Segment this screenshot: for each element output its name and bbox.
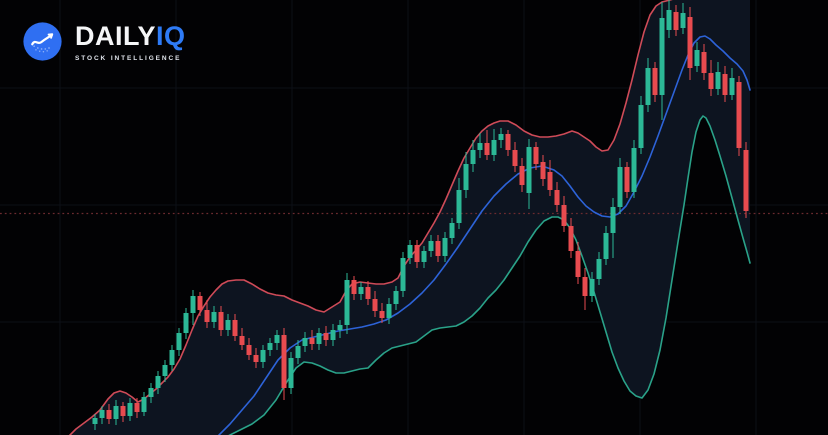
brand-title: DAILYIQ (75, 23, 186, 50)
brand-title-accent: IQ (156, 21, 186, 51)
brand-text-block: DAILYIQ STOCK INTELLIGENCE (75, 21, 186, 63)
brand-tagline: STOCK INTELLIGENCE (75, 55, 182, 62)
brand-title-primary: DAILY (75, 21, 157, 51)
trend-line-circle-icon (23, 22, 62, 61)
brand-logo: DAILYIQ STOCK INTELLIGENCE (22, 21, 186, 62)
